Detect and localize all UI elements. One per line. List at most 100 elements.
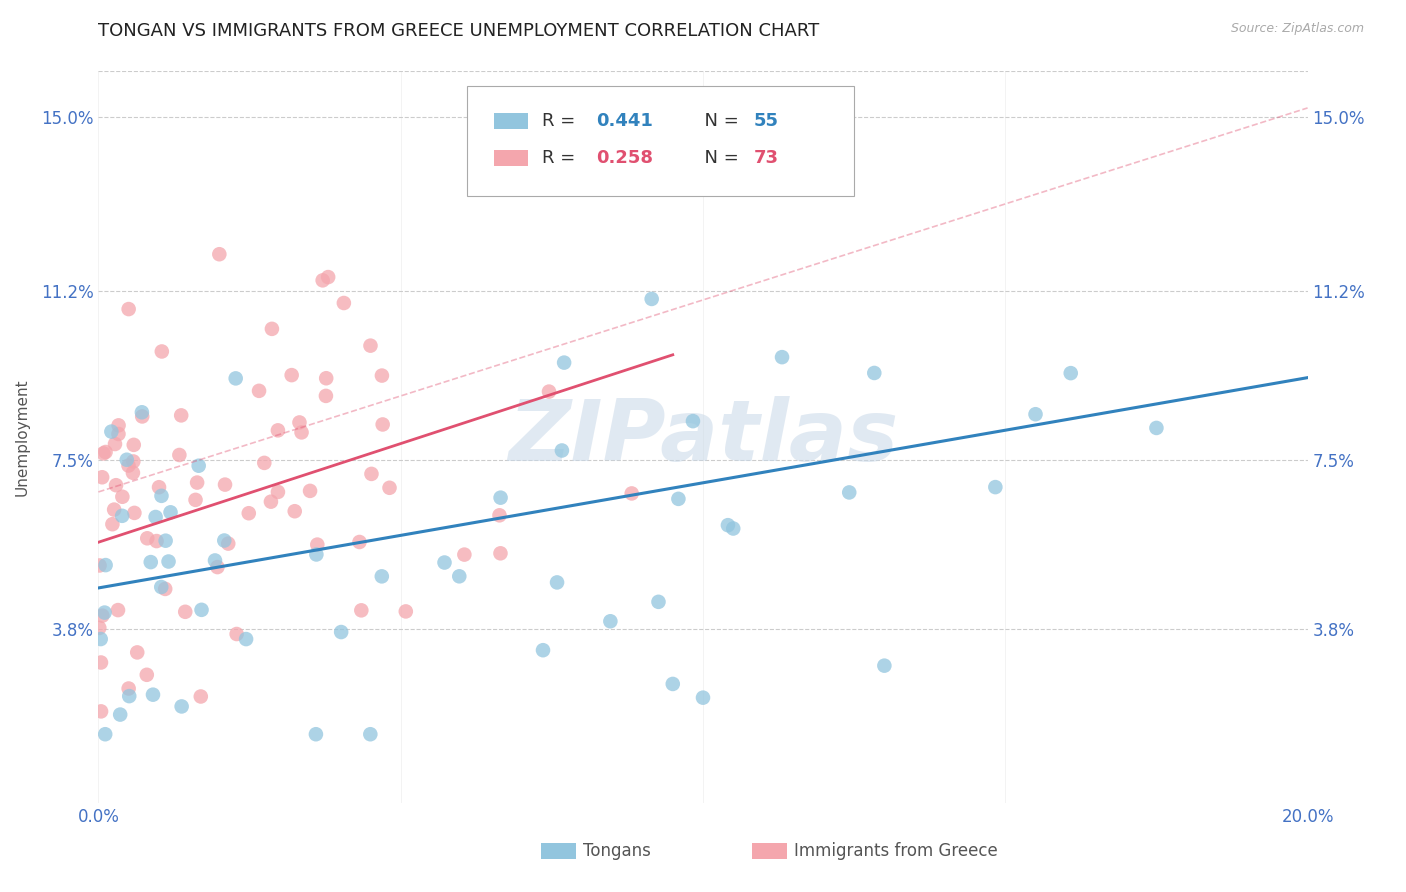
Point: [489, 491, 512, 505]
Point: [333, 296, 356, 310]
Point: [150, 580, 173, 594]
Point: [118, 302, 141, 317]
Point: [349, 535, 371, 549]
Point: [214, 477, 236, 491]
Point: [453, 548, 475, 562]
Point: [104, 437, 127, 451]
Point: [280, 368, 302, 383]
Text: 55: 55: [754, 112, 779, 130]
Point: [260, 494, 283, 508]
Text: R =: R =: [543, 149, 581, 167]
Point: [145, 510, 167, 524]
FancyBboxPatch shape: [467, 86, 855, 195]
Point: [546, 575, 568, 590]
Point: [692, 690, 714, 705]
Point: [111, 490, 134, 504]
Point: [136, 531, 159, 545]
Point: [489, 546, 512, 560]
Point: [157, 554, 180, 568]
Point: [225, 627, 247, 641]
Point: [174, 605, 197, 619]
Point: [315, 389, 337, 403]
Point: [371, 368, 394, 383]
Point: [371, 569, 394, 583]
Point: [111, 508, 134, 523]
Point: [153, 582, 176, 596]
FancyBboxPatch shape: [494, 113, 527, 129]
Point: [225, 371, 247, 385]
Point: [360, 467, 382, 481]
Point: [217, 536, 239, 550]
Point: [682, 414, 704, 428]
Point: [305, 727, 328, 741]
Point: [214, 533, 236, 548]
Point: [537, 384, 560, 399]
Point: [647, 595, 669, 609]
Text: Immigrants from Greece: Immigrants from Greece: [794, 842, 998, 860]
Text: 0.441: 0.441: [596, 112, 654, 130]
Point: [315, 371, 337, 385]
Point: [91, 470, 114, 484]
Point: [723, 521, 745, 535]
Point: [131, 405, 153, 419]
Point: [190, 603, 212, 617]
Point: [139, 555, 162, 569]
Text: Tongans: Tongans: [583, 842, 651, 860]
Point: [170, 409, 193, 423]
Point: [253, 456, 276, 470]
Point: [90, 705, 112, 719]
Point: [122, 466, 145, 480]
Point: [117, 458, 139, 473]
Point: [247, 384, 270, 398]
Point: [641, 292, 664, 306]
Point: [107, 418, 129, 433]
Point: [208, 247, 231, 261]
Point: [330, 625, 353, 640]
Text: N =: N =: [693, 112, 745, 130]
Point: [107, 603, 129, 617]
Point: [873, 658, 896, 673]
Point: [94, 558, 117, 573]
Point: [1144, 421, 1167, 435]
Point: [1024, 407, 1046, 421]
Text: ZIPatlas: ZIPatlas: [508, 395, 898, 479]
Point: [127, 645, 149, 659]
FancyBboxPatch shape: [494, 150, 527, 166]
Point: [488, 508, 510, 523]
Point: [350, 603, 373, 617]
Point: [186, 475, 208, 490]
Point: [449, 569, 471, 583]
Point: [553, 356, 575, 370]
Point: [267, 423, 290, 437]
Point: [661, 677, 683, 691]
Point: [378, 481, 401, 495]
Point: [184, 492, 207, 507]
Point: [260, 322, 283, 336]
Point: [838, 485, 860, 500]
Point: [235, 632, 257, 646]
Point: [145, 534, 167, 549]
Point: [115, 452, 138, 467]
Text: R =: R =: [543, 112, 581, 130]
Point: [93, 606, 115, 620]
Point: [93, 446, 115, 460]
Point: [668, 491, 690, 506]
Point: [150, 344, 173, 359]
Point: [620, 486, 643, 500]
Text: 73: 73: [754, 149, 779, 167]
Point: [142, 688, 165, 702]
Point: [207, 560, 229, 574]
Text: 0.258: 0.258: [596, 149, 654, 167]
Point: [599, 614, 621, 628]
Point: [531, 643, 554, 657]
Point: [124, 506, 146, 520]
Point: [148, 480, 170, 494]
Point: [290, 425, 312, 440]
Point: [105, 478, 128, 492]
Point: [288, 416, 311, 430]
Point: [131, 409, 153, 424]
Y-axis label: Unemployment: Unemployment: [14, 378, 30, 496]
Point: [103, 502, 125, 516]
Point: [371, 417, 394, 432]
Point: [107, 427, 129, 442]
